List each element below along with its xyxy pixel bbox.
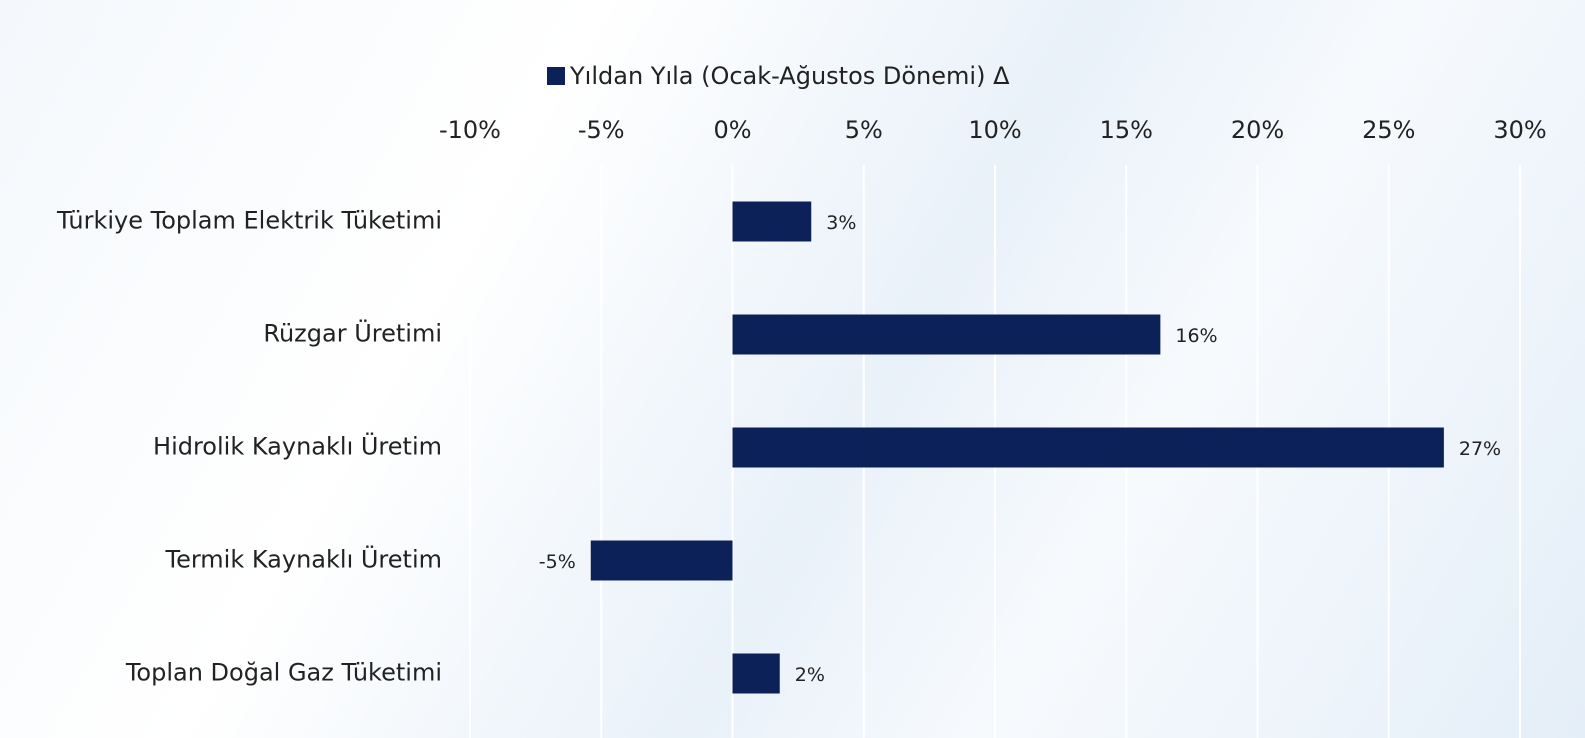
- bar: [732, 427, 1444, 468]
- data-label: 16%: [1175, 325, 1217, 347]
- data-label: 27%: [1459, 438, 1501, 460]
- bar: [732, 653, 780, 694]
- data-label: 2%: [795, 664, 825, 686]
- x-tick-label: 15%: [1100, 116, 1153, 144]
- x-tick-label: 20%: [1231, 116, 1284, 144]
- x-tick-label: 0%: [713, 116, 751, 144]
- bar: [732, 314, 1161, 355]
- x-tick-label: 5%: [845, 116, 883, 144]
- x-tick-label: -5%: [578, 116, 625, 144]
- y-tick-label: Termik Kaynaklı Üretim: [164, 545, 442, 574]
- x-tick-label: 10%: [968, 116, 1021, 144]
- y-tick-label: Türkiye Toplam Elektrik Tüketimi: [56, 207, 442, 235]
- data-label: 3%: [826, 212, 856, 234]
- y-tick-label: Toplan Doğal Gaz Tüketimi: [125, 659, 442, 687]
- y-tick-label: Rüzgar Üretimi: [263, 319, 442, 348]
- x-tick-label: 30%: [1493, 116, 1546, 144]
- x-tick-label: 25%: [1362, 116, 1415, 144]
- x-tick-label: -10%: [439, 116, 501, 144]
- bar: [590, 540, 733, 581]
- legend-swatch: [547, 67, 565, 85]
- bar: [732, 201, 812, 242]
- data-label: -5%: [539, 551, 576, 573]
- y-tick-label: Hidrolik Kaynaklı Üretim: [153, 432, 442, 461]
- legend-label: Yıldan Yıla (Ocak-Ağustos Dönemi) Δ: [569, 62, 1010, 90]
